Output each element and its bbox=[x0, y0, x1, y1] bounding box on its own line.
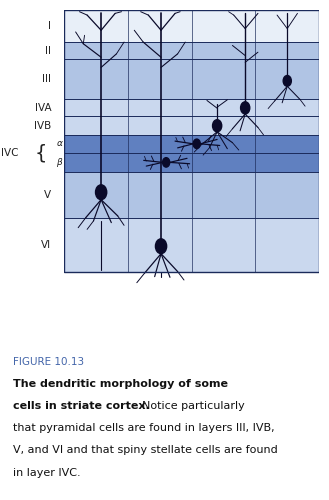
Text: cells in striate cortex.: cells in striate cortex. bbox=[13, 401, 150, 411]
Text: {: { bbox=[35, 144, 47, 163]
Circle shape bbox=[193, 139, 200, 148]
Text: β: β bbox=[57, 158, 62, 167]
Bar bbox=[64, 10, 319, 42]
Text: V, and VI and that spiny stellate cells are found: V, and VI and that spiny stellate cells … bbox=[13, 446, 278, 456]
Text: II: II bbox=[45, 46, 51, 56]
Circle shape bbox=[163, 158, 170, 167]
Text: in layer IVC.: in layer IVC. bbox=[13, 468, 81, 477]
Text: α: α bbox=[57, 140, 63, 148]
Bar bbox=[64, 10, 319, 272]
Circle shape bbox=[95, 185, 107, 200]
Text: IVC: IVC bbox=[1, 148, 18, 158]
Bar bbox=[64, 100, 319, 116]
Bar bbox=[64, 135, 319, 153]
Bar bbox=[64, 116, 319, 135]
Text: IVB: IVB bbox=[34, 120, 51, 130]
Text: III: III bbox=[42, 74, 51, 84]
Text: that pyramidal cells are found in layers III, IVB,: that pyramidal cells are found in layers… bbox=[13, 424, 275, 434]
Circle shape bbox=[240, 102, 250, 114]
Bar bbox=[64, 218, 319, 272]
Circle shape bbox=[283, 76, 291, 86]
Text: The dendritic morphology of some: The dendritic morphology of some bbox=[13, 379, 228, 389]
Bar bbox=[64, 59, 319, 100]
Text: I: I bbox=[48, 21, 51, 31]
Bar bbox=[64, 42, 319, 59]
Text: IVA: IVA bbox=[35, 103, 51, 113]
Circle shape bbox=[213, 120, 222, 132]
Bar bbox=[64, 153, 319, 172]
Text: Notice particularly: Notice particularly bbox=[141, 401, 244, 411]
Text: V: V bbox=[44, 190, 51, 200]
Text: VI: VI bbox=[41, 240, 51, 250]
Circle shape bbox=[155, 239, 167, 254]
Bar bbox=[64, 172, 319, 218]
Text: FIGURE 10.13: FIGURE 10.13 bbox=[13, 357, 84, 367]
